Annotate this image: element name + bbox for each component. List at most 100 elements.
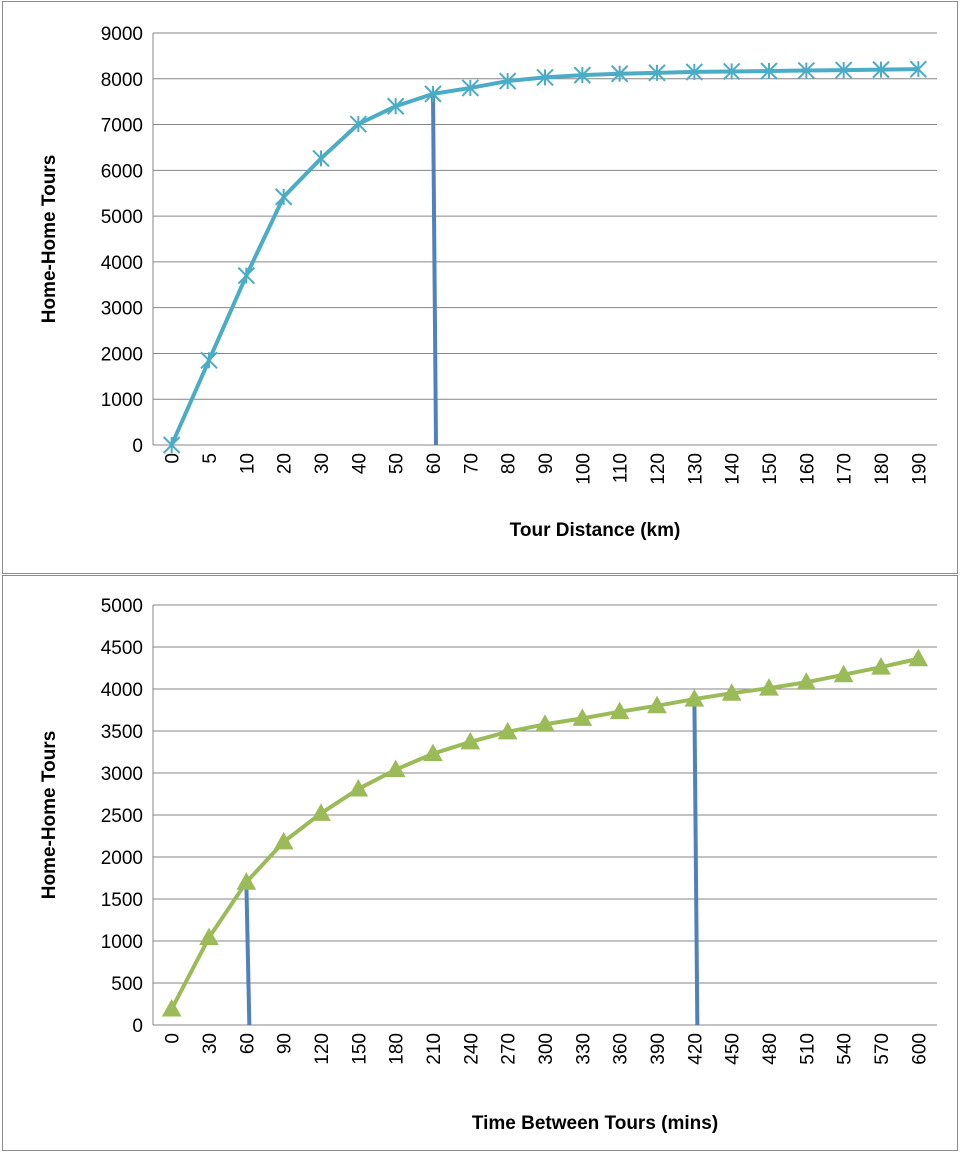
x-tick-label: 180 <box>387 1033 408 1065</box>
data-point-marker <box>572 708 593 726</box>
time-between-tours-chart: 0500100015002000250030003500400045005000… <box>39 596 937 1134</box>
data-point-marker <box>684 689 705 707</box>
data-point-marker <box>797 61 816 80</box>
chart-panel-tour-distance: 0 1000 2000 3000 4000 5000 6000 7000 8000 9000 0 5 1… <box>2 1 958 574</box>
x-tick-label: 390 <box>648 1033 669 1065</box>
y-tick-label: 4000 <box>101 680 143 701</box>
y-tick-label: 2000 <box>101 848 143 869</box>
y-tick-label: 4000 <box>101 253 143 274</box>
x-tick-label: 210 <box>424 1033 445 1065</box>
x-tick-label: 40 <box>349 453 370 474</box>
x-tick-label: 120 <box>312 1033 333 1065</box>
data-point-marker <box>497 721 518 740</box>
tour-distance-chart: 0 1000 2000 3000 4000 5000 6000 7000 8000 9000 0 5 1… <box>39 24 937 541</box>
x-tick-label: 600 <box>909 1033 930 1065</box>
x-tick-label: 270 <box>499 1033 520 1065</box>
y-tick-label: 3000 <box>101 764 143 785</box>
data-point-marker <box>424 85 442 103</box>
data-point-marker <box>423 743 443 762</box>
data-point-marker <box>237 266 256 285</box>
y-tick-label: 7000 <box>101 116 143 137</box>
y-tick-label: 8000 <box>101 70 143 91</box>
data-point-marker <box>833 664 854 683</box>
x-tick-label: 70 <box>461 453 482 474</box>
x-axis-title: Tour Distance (km) <box>510 520 681 541</box>
data-point-marker <box>872 60 890 79</box>
y-tick-label: 5000 <box>101 207 143 228</box>
x-tick-label: 140 <box>723 453 744 485</box>
x-tick-label: 480 <box>760 1033 781 1065</box>
y-tick-label: 0 <box>132 436 143 457</box>
data-point-marker <box>760 62 778 80</box>
y-axis-title: Home-Home Tours <box>39 155 60 324</box>
data-point-marker <box>161 999 182 1017</box>
data-point-marker <box>535 714 555 732</box>
data-point-marker <box>498 72 517 90</box>
x-tick-label: 190 <box>909 453 930 485</box>
x-tick-label: 5 <box>200 453 221 464</box>
y-tick-label: 6000 <box>101 161 143 182</box>
x-tick-label: 240 <box>461 1033 482 1065</box>
data-point-marker <box>722 62 741 81</box>
data-point-marker <box>460 731 481 750</box>
data-point-marker <box>312 149 330 168</box>
reference-line <box>431 93 438 446</box>
series-line <box>169 67 919 446</box>
x-tick-label: 10 <box>237 453 258 474</box>
x-tick-label: 330 <box>573 1033 594 1065</box>
data-point-marker <box>536 68 554 87</box>
y-tick-label: 2000 <box>101 344 143 365</box>
x-tick-label: 170 <box>835 453 856 485</box>
y-tick-label: 1500 <box>101 890 143 911</box>
y-tick-label: 500 <box>111 974 143 995</box>
x-tick-label: 30 <box>200 1033 221 1054</box>
x-tick-label: 180 <box>872 453 893 485</box>
data-point-marker <box>200 351 218 370</box>
y-tick-label: 4500 <box>101 638 143 659</box>
data-point-marker <box>349 115 368 133</box>
data-point-marker <box>274 188 293 206</box>
data-point-marker <box>796 672 817 690</box>
data-point-marker <box>199 927 219 946</box>
data-point-marker <box>721 683 742 701</box>
data-point-marker <box>685 63 704 81</box>
x-tick-label: 60 <box>424 453 445 474</box>
reference-line <box>692 692 700 1026</box>
data-point-marker <box>162 436 181 454</box>
x-tick-label: 150 <box>349 1033 370 1065</box>
x-tick-label: 0 <box>163 1033 184 1044</box>
data-point-marker <box>348 778 369 797</box>
data-point-marker <box>834 61 853 79</box>
y-tick-label: 3500 <box>101 722 143 743</box>
y-tick-label: 2500 <box>101 806 143 827</box>
x-tick-label: 110 <box>611 453 632 483</box>
data-point-marker <box>908 648 929 667</box>
y-tick-label: 0 <box>132 1016 143 1037</box>
data-point-marker <box>909 60 928 78</box>
data-point-marker <box>573 66 592 84</box>
x-tick-label: 90 <box>275 1033 296 1054</box>
y-tick-label: 3000 <box>101 299 143 320</box>
x-tick-label: 120 <box>648 453 669 485</box>
data-point-marker <box>273 831 294 850</box>
data-point-marker <box>609 701 630 720</box>
x-tick-label: 50 <box>387 453 408 474</box>
x-axis-title: Time Between Tours (mins) <box>472 1113 718 1134</box>
data-point-marker <box>871 657 891 675</box>
x-tick-label: 80 <box>499 453 520 474</box>
data-point-marker <box>647 695 667 714</box>
data-point-marker <box>461 79 480 97</box>
x-tick-label: 60 <box>237 1033 258 1054</box>
x-tick-label: 100 <box>573 453 594 485</box>
data-point-marker <box>386 97 405 115</box>
x-tick-label: 30 <box>312 453 333 474</box>
reference-line <box>244 882 252 1026</box>
y-tick-label: 5000 <box>101 596 143 617</box>
data-point-marker <box>610 65 629 83</box>
y-tick-label: 1000 <box>101 390 143 411</box>
chart-panel-time-between-tours: 0 500 1000 1500 2000 2500 3000 3500 4000 4500 5000… <box>2 575 958 1151</box>
x-tick-label: 20 <box>275 453 296 474</box>
x-tick-label: 150 <box>760 453 781 485</box>
x-tick-label: 420 <box>685 1033 706 1065</box>
x-tick-label: 130 <box>685 453 706 485</box>
